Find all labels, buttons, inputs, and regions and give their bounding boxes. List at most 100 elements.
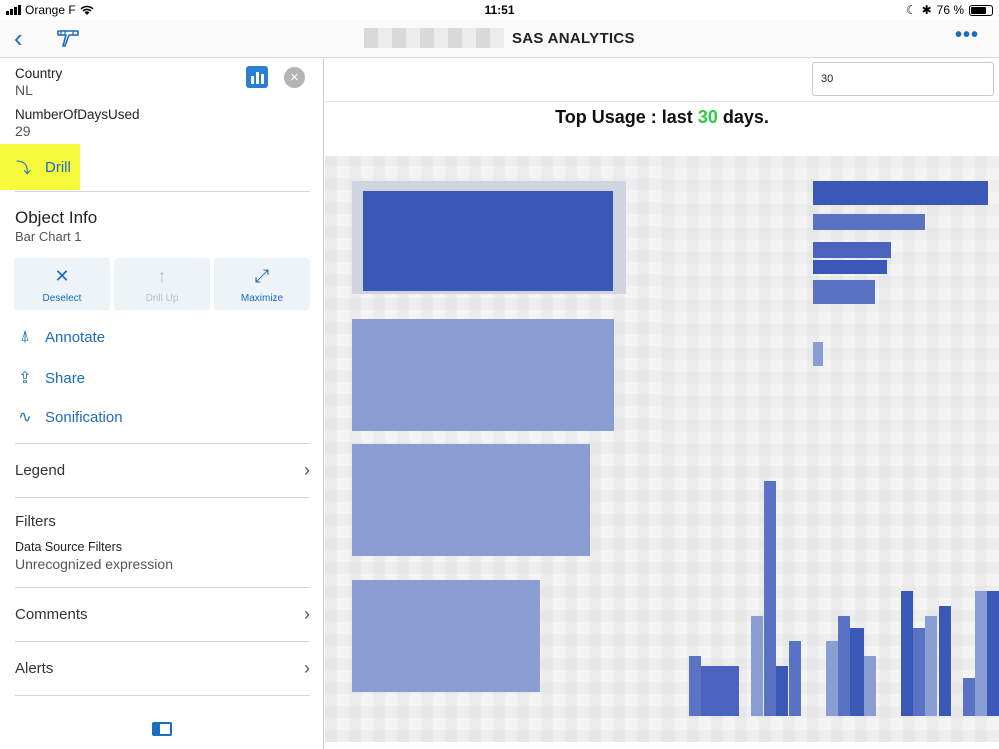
deselect-label: Deselect (42, 293, 82, 304)
chart-bar[interactable] (751, 616, 763, 716)
chart-bar[interactable] (352, 580, 540, 692)
chart-bar[interactable] (826, 641, 838, 716)
drill-label: Drill (45, 158, 71, 176)
annotate-label: Annotate (45, 328, 106, 346)
column-chart[interactable] (663, 456, 999, 742)
app-title: SAS ANALYTICS (512, 29, 635, 47)
chart-bar[interactable] (939, 606, 951, 716)
ellipsis-icon[interactable]: ••• (954, 24, 979, 46)
bar-chart-2[interactable] (663, 156, 999, 456)
sonification-label: Sonification (45, 408, 123, 426)
legend-row[interactable]: Legend › (15, 460, 310, 481)
chart-bar[interactable] (689, 656, 701, 716)
chevron-right-icon: › (304, 604, 310, 624)
comments-row[interactable]: Comments › (15, 604, 310, 625)
chart-bar[interactable] (838, 616, 850, 716)
chart-bar[interactable] (813, 181, 988, 205)
annotate-action[interactable]: ⍋ Annotate (15, 328, 105, 346)
sonification-icon: ∿ (18, 409, 32, 426)
chart-bar[interactable] (352, 444, 590, 556)
details-panel: Country NL NumberOfDaysUsed 29 × ⤵ Drill… (0, 58, 324, 749)
days-input[interactable] (812, 62, 994, 96)
drill-button[interactable]: ⤵ Drill (0, 144, 80, 190)
chart-bar[interactable] (864, 656, 876, 716)
chevron-right-icon: › (304, 658, 310, 678)
filters-subtitle: Data Source Filters (15, 540, 122, 554)
status-right: ☾ ✱ 76 % (906, 3, 993, 17)
divider (15, 587, 310, 588)
battery-icon (969, 4, 993, 16)
chart-bar[interactable] (813, 260, 887, 274)
object-info-title: Object Info (15, 208, 98, 227)
annotate-icon: ⍋ (20, 328, 30, 345)
sidebar-toggle-icon[interactable] (152, 722, 172, 736)
deselect-button[interactable]: ✕ Deselect (14, 258, 110, 310)
share-icon: ⇪ (18, 370, 32, 387)
heading-prefix: Top Usage : last (555, 107, 698, 127)
chart-bar[interactable] (764, 481, 776, 716)
drill-up-label: Drill Up (145, 293, 179, 304)
drill-up-button[interactable]: ↑ Drill Up (114, 258, 210, 310)
alerts-label: Alerts (15, 660, 54, 677)
status-bar: Orange F 11:51 ☾ ✱ 76 % (0, 0, 999, 20)
chart-bar[interactable] (975, 591, 987, 716)
drill-icon: ⤵ (16, 159, 32, 177)
chart-bar[interactable] (850, 628, 864, 716)
filters-value: Unrecognized expression (15, 556, 173, 572)
share-label: Share (45, 369, 86, 387)
blurred-title (364, 28, 504, 48)
divider (15, 497, 310, 498)
field-value-days: 29 (15, 123, 31, 139)
chart-bar[interactable] (776, 666, 788, 716)
bar-chart-icon[interactable] (246, 66, 268, 88)
bluetooth-icon: ✱ (921, 3, 932, 17)
chart-bar[interactable] (701, 666, 739, 716)
maximize-icon: ⤢ (254, 266, 270, 286)
filters-title: Filters (15, 513, 56, 530)
maximize-label: Maximize (240, 293, 284, 304)
nav-bar: ‹ SAS ANALYTICS ••• (0, 20, 999, 58)
chevron-right-icon: › (304, 460, 310, 480)
sonification-action[interactable]: ∿ Sonification (15, 407, 123, 427)
signal-icon (6, 5, 21, 15)
object-info-subtitle: Bar Chart 1 (15, 229, 82, 244)
chart-bar[interactable] (813, 242, 891, 258)
alerts-row[interactable]: Alerts › (15, 658, 310, 679)
report-heading: Top Usage : last 30 days. (325, 107, 999, 128)
pen-tool-icon[interactable] (54, 26, 82, 55)
carrier: Orange F (6, 3, 94, 17)
chart-bar[interactable] (352, 319, 614, 431)
chart-bar[interactable] (813, 280, 875, 304)
close-icon[interactable]: × (284, 67, 305, 88)
legend-label: Legend (15, 462, 66, 479)
chart-bar[interactable] (789, 641, 801, 716)
divider (15, 641, 310, 642)
divider (15, 695, 310, 696)
chart-bar[interactable] (987, 591, 999, 716)
comments-label: Comments (15, 606, 88, 623)
arrow-up-icon: ↑ (157, 266, 167, 286)
chart-bar[interactable] (901, 591, 913, 716)
control-strip (325, 58, 999, 102)
share-action[interactable]: ⇪ Share (15, 368, 85, 388)
bar-chart-1[interactable] (325, 156, 663, 742)
divider (15, 443, 310, 444)
chevron-left-icon[interactable]: ‹ (14, 23, 23, 53)
heading-days: 30 (697, 107, 718, 127)
maximize-button[interactable]: ⤢ Maximize (214, 258, 310, 310)
close-icon: ✕ (54, 266, 70, 286)
carrier-name: Orange F (25, 3, 76, 17)
chart-bar[interactable] (363, 191, 613, 291)
chart-bar[interactable] (963, 678, 975, 716)
field-value-country: NL (15, 82, 33, 98)
field-label-country: Country (15, 66, 63, 81)
moon-icon: ☾ (905, 3, 917, 17)
chart-bar[interactable] (813, 214, 925, 230)
clock: 11:51 (484, 3, 515, 17)
chart-bar[interactable] (913, 628, 925, 716)
heading-suffix: days. (717, 107, 769, 127)
chart-bar[interactable] (813, 342, 823, 366)
wifi-icon (80, 5, 94, 15)
field-label-days: NumberOfDaysUsed (15, 107, 140, 122)
chart-bar[interactable] (925, 616, 937, 716)
